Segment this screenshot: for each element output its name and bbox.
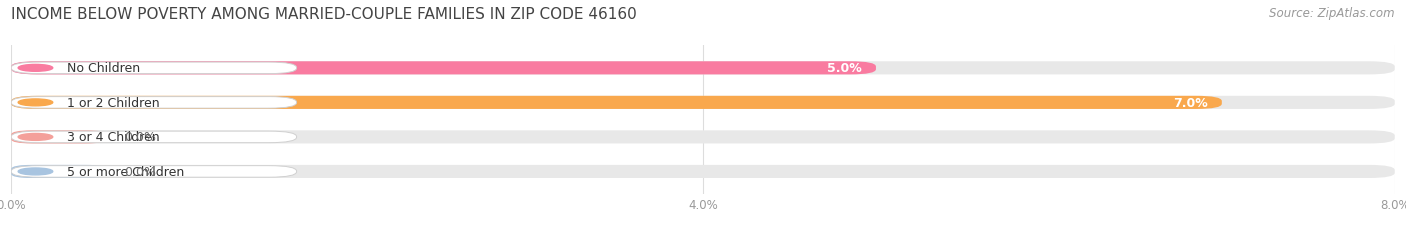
FancyBboxPatch shape bbox=[11, 131, 1395, 144]
FancyBboxPatch shape bbox=[11, 62, 876, 75]
Text: No Children: No Children bbox=[66, 62, 139, 75]
FancyBboxPatch shape bbox=[11, 165, 1395, 178]
Circle shape bbox=[18, 65, 53, 72]
Circle shape bbox=[18, 100, 53, 106]
FancyBboxPatch shape bbox=[11, 166, 297, 177]
FancyBboxPatch shape bbox=[11, 165, 107, 178]
Text: 3 or 4 Children: 3 or 4 Children bbox=[66, 131, 159, 144]
FancyBboxPatch shape bbox=[11, 63, 297, 74]
Circle shape bbox=[18, 168, 53, 175]
FancyBboxPatch shape bbox=[11, 132, 297, 143]
Circle shape bbox=[18, 134, 53, 141]
FancyBboxPatch shape bbox=[11, 96, 1395, 109]
Text: 1 or 2 Children: 1 or 2 Children bbox=[66, 97, 159, 109]
Text: 7.0%: 7.0% bbox=[1173, 97, 1208, 109]
Text: 5 or more Children: 5 or more Children bbox=[66, 165, 184, 178]
FancyBboxPatch shape bbox=[11, 96, 1222, 109]
Text: 0.0%: 0.0% bbox=[124, 165, 156, 178]
FancyBboxPatch shape bbox=[11, 62, 1395, 75]
Text: 0.0%: 0.0% bbox=[124, 131, 156, 144]
FancyBboxPatch shape bbox=[11, 131, 107, 144]
FancyBboxPatch shape bbox=[11, 97, 297, 109]
Text: Source: ZipAtlas.com: Source: ZipAtlas.com bbox=[1270, 7, 1395, 20]
Text: 5.0%: 5.0% bbox=[827, 62, 862, 75]
Text: INCOME BELOW POVERTY AMONG MARRIED-COUPLE FAMILIES IN ZIP CODE 46160: INCOME BELOW POVERTY AMONG MARRIED-COUPL… bbox=[11, 7, 637, 22]
